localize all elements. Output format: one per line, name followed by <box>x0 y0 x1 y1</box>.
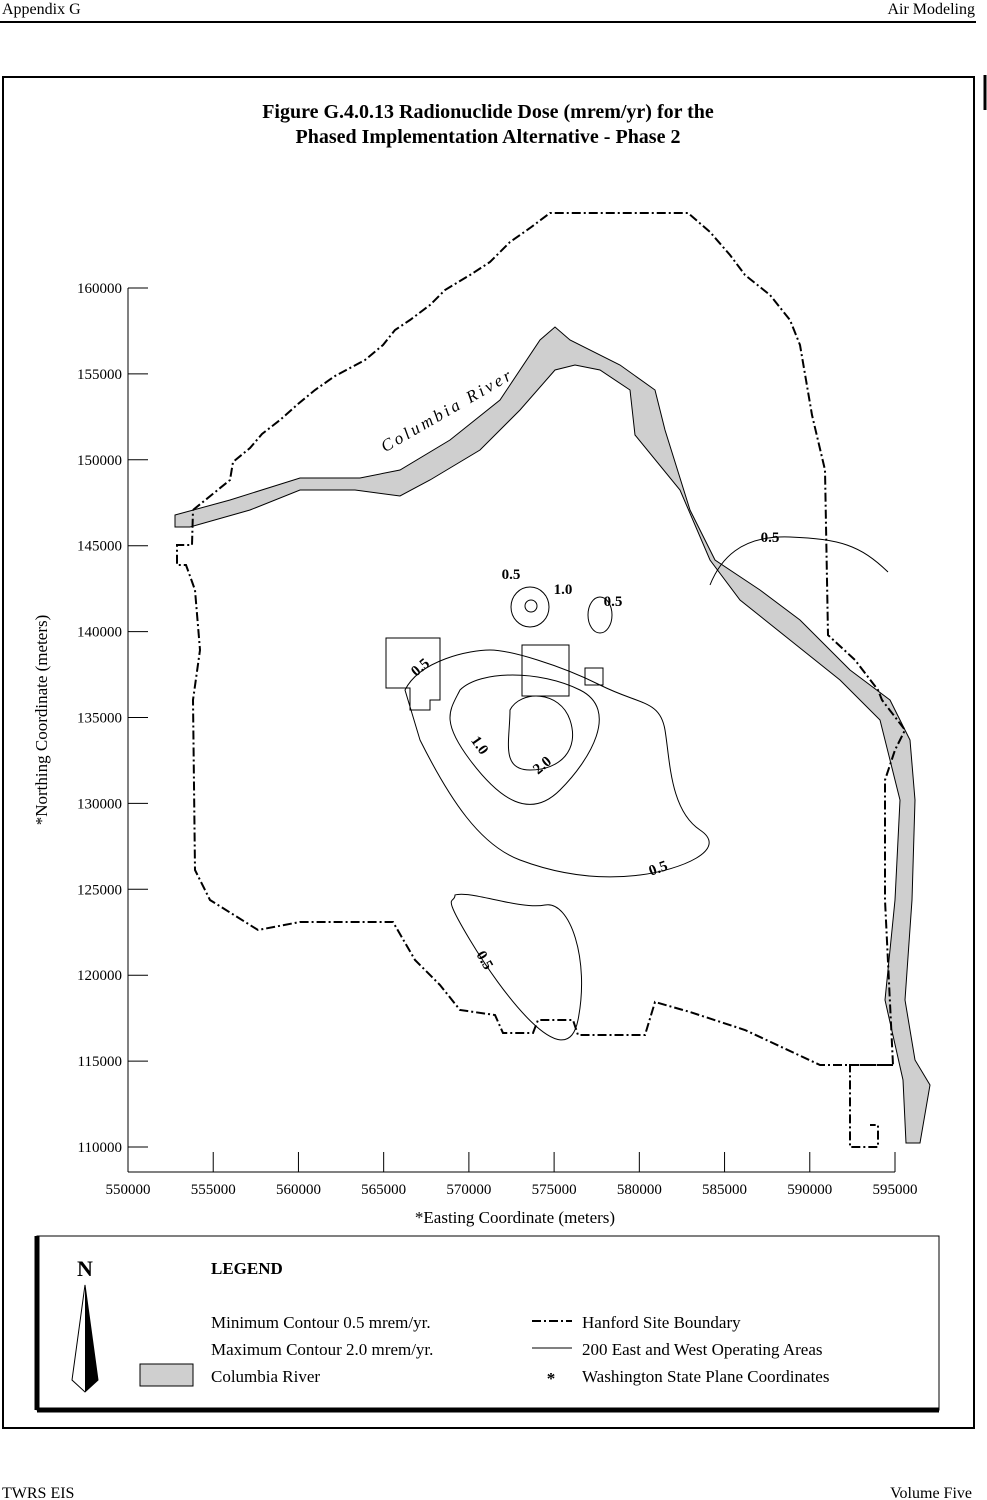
y-tick-label: 150000 <box>77 453 122 469</box>
contour-line <box>449 674 600 805</box>
figure-frame <box>2 76 975 1429</box>
x-tick-label: 575000 <box>532 1182 577 1198</box>
x-tick-label: 590000 <box>787 1182 832 1198</box>
contour-line <box>507 695 574 771</box>
y-tick-label: 140000 <box>77 625 122 641</box>
contour-line <box>510 586 550 628</box>
legend-title: LEGEND <box>211 1259 283 1278</box>
y-axis-label: *Northing Coordinate (meters) <box>32 615 51 826</box>
legend-swatch <box>139 1363 194 1387</box>
y-tick-label: 145000 <box>77 539 122 555</box>
x-tick-label: 570000 <box>446 1182 491 1198</box>
contour-line <box>587 596 613 634</box>
x-axis-label: *Easting Coordinate (meters) <box>415 1208 615 1227</box>
y-tick-label: 120000 <box>77 968 122 984</box>
operating-area <box>385 637 441 711</box>
legend-item: Columbia River <box>211 1367 320 1386</box>
contour-label: 1.0 <box>467 733 491 758</box>
x-tick-label: 565000 <box>361 1182 406 1198</box>
contour-line <box>404 649 710 878</box>
y-tick-label: 135000 <box>77 711 122 727</box>
contour-label: 0.5 <box>604 594 623 610</box>
contours <box>404 536 889 1041</box>
operating-area <box>584 667 604 686</box>
x-tick-label: 560000 <box>276 1182 321 1198</box>
contour-label: 0.5 <box>647 858 670 879</box>
axes: 110000 115000 120000 125000 130000 135000 1400… <box>77 281 918 1198</box>
header-left: Appendix G <box>2 1 81 18</box>
y-tick-label: 130000 <box>77 796 122 812</box>
x-tick-label: 555000 <box>191 1182 236 1198</box>
legend-item: 200 East and West Operating Areas <box>582 1340 823 1359</box>
legend-symbol: * <box>547 1369 556 1388</box>
y-tick-label: 160000 <box>77 281 122 297</box>
contour-label: 0.5 <box>408 656 433 680</box>
river <box>174 326 931 1144</box>
contour-line <box>450 893 583 1041</box>
operating-area <box>521 644 570 697</box>
north-label: N <box>77 1256 93 1281</box>
figure-title: Phased Implementation Alternative - Phas… <box>296 126 681 148</box>
contour-label: 0.5 <box>473 948 496 972</box>
y-tick-label: 115000 <box>78 1054 122 1070</box>
contour-label: 2.0 <box>530 754 555 778</box>
footer-left: TWRS EIS <box>2 1485 74 1500</box>
contour-label: 0.5 <box>761 530 780 546</box>
x-tick-label: 580000 <box>617 1182 662 1198</box>
contour-line <box>709 536 889 586</box>
y-tick-label: 125000 <box>77 882 122 898</box>
contour-label: 1.0 <box>554 582 573 598</box>
legend-item: Washington State Plane Coordinates <box>582 1367 829 1386</box>
x-tick-label: 585000 <box>702 1182 747 1198</box>
x-tick-label: 595000 <box>873 1182 918 1198</box>
legend-item: Minimum Contour 0.5 mrem/yr. <box>211 1313 431 1332</box>
site-boundary <box>176 212 907 1148</box>
y-tick-label: 110000 <box>78 1140 122 1156</box>
legend-item: Hanford Site Boundary <box>582 1313 741 1332</box>
figure-title: Figure G.4.0.13 Radionuclide Dose (mrem/… <box>262 101 714 123</box>
header-right: Air Modeling <box>887 1 975 18</box>
legend-item: Maximum Contour 2.0 mrem/yr. <box>211 1340 433 1359</box>
y-tick-label: 155000 <box>77 367 122 383</box>
contour-line <box>524 599 538 613</box>
footer-right: Volume Five <box>890 1485 972 1500</box>
x-tick-label: 550000 <box>106 1182 151 1198</box>
contour-label: 0.5 <box>502 567 521 583</box>
north-arrow <box>85 1285 98 1392</box>
